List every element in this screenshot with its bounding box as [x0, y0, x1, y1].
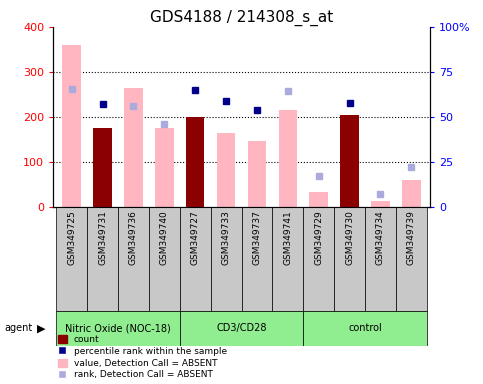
Bar — [186, 117, 204, 207]
Bar — [87, 207, 118, 311]
Bar — [180, 207, 211, 311]
Bar — [371, 200, 390, 207]
Bar — [93, 128, 112, 207]
Bar — [155, 128, 173, 207]
Text: ▶: ▶ — [37, 323, 45, 333]
Text: GSM349725: GSM349725 — [67, 210, 76, 265]
Text: GSM349740: GSM349740 — [160, 210, 169, 265]
Text: GSM349741: GSM349741 — [284, 210, 292, 265]
Bar — [180, 311, 303, 346]
Bar — [310, 192, 328, 207]
Bar — [211, 207, 242, 311]
Text: GSM349739: GSM349739 — [407, 210, 416, 265]
Text: GSM349729: GSM349729 — [314, 210, 323, 265]
Text: GSM349734: GSM349734 — [376, 210, 385, 265]
Bar — [56, 311, 180, 346]
Bar — [62, 45, 81, 207]
Title: GDS4188 / 214308_s_at: GDS4188 / 214308_s_at — [150, 9, 333, 25]
Text: control: control — [348, 323, 382, 333]
Bar — [217, 133, 235, 207]
Legend: count, percentile rank within the sample, value, Detection Call = ABSENT, rank, : count, percentile rank within the sample… — [57, 335, 227, 379]
Text: agent: agent — [5, 323, 33, 333]
Bar — [396, 207, 427, 311]
Bar — [341, 115, 359, 207]
Bar — [118, 207, 149, 311]
Text: GSM349733: GSM349733 — [222, 210, 230, 265]
Bar — [56, 207, 87, 311]
Bar — [248, 141, 266, 207]
Text: CD3/CD28: CD3/CD28 — [216, 323, 267, 333]
Bar — [93, 128, 112, 207]
Bar — [279, 110, 297, 207]
Bar — [186, 117, 204, 207]
Bar — [402, 180, 421, 207]
Text: Nitric Oxide (NOC-18): Nitric Oxide (NOC-18) — [65, 323, 171, 333]
Bar — [149, 207, 180, 311]
Text: GSM349727: GSM349727 — [191, 210, 199, 265]
Bar — [365, 207, 396, 311]
Bar — [303, 311, 427, 346]
Text: GSM349731: GSM349731 — [98, 210, 107, 265]
Bar — [303, 207, 334, 311]
Bar — [124, 88, 142, 207]
Bar — [272, 207, 303, 311]
Text: GSM349736: GSM349736 — [129, 210, 138, 265]
Text: GSM349730: GSM349730 — [345, 210, 354, 265]
Text: GSM349737: GSM349737 — [253, 210, 261, 265]
Bar — [334, 207, 365, 311]
Bar — [341, 115, 359, 207]
Bar — [242, 207, 272, 311]
